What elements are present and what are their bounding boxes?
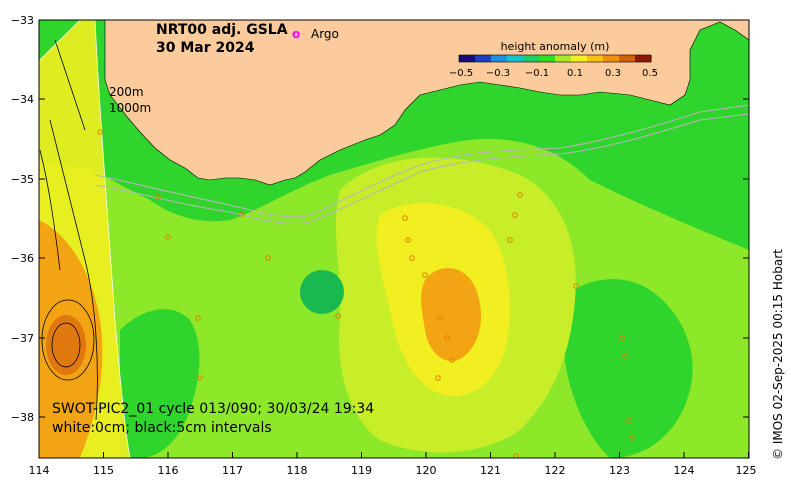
x-tick-label: 114 [29, 464, 50, 477]
x-tick-label: 118 [287, 464, 308, 477]
contour-legend-info: white:0cm; black:5cm intervals [52, 420, 272, 436]
argo-float-marker[interactable] [512, 212, 518, 218]
argo-float-marker[interactable] [335, 313, 341, 319]
depth-label-200m: 200m [109, 85, 144, 99]
argo-float-marker[interactable] [165, 234, 171, 240]
argo-float-marker[interactable] [622, 353, 628, 359]
colorbar-swatch [635, 55, 652, 62]
colorbar-swatch [459, 55, 476, 62]
argo-legend-label: Argo [311, 27, 339, 41]
colorbar-swatch [571, 55, 588, 62]
x-tick-label: 120 [416, 464, 437, 477]
colorbar-swatch [507, 55, 524, 62]
argo-float-marker[interactable] [239, 211, 245, 217]
colorbar-title: height anomaly (m) [501, 40, 610, 53]
low-anomaly-eddy [300, 270, 344, 314]
x-tick-label: 119 [351, 464, 372, 477]
x-tick-label: 121 [480, 464, 501, 477]
argo-float-marker[interactable] [517, 192, 523, 198]
argo-float-marker[interactable] [629, 435, 635, 441]
x-tick-label: 116 [158, 464, 179, 477]
white-contours [39, 20, 131, 458]
colorbar: height anomaly (m) −0.5 −0.3 −0.1 0.1 0.… [449, 40, 658, 79]
colorbar-tick: 0.3 [605, 68, 621, 79]
x-tick-label: 117 [222, 464, 243, 477]
argo-float-marker[interactable] [197, 375, 203, 381]
x-tick-label: 115 [93, 464, 114, 477]
argo-float-marker[interactable] [409, 255, 415, 261]
colorbar-tick: 0.1 [567, 68, 583, 79]
y-tick-label: −34 [11, 93, 34, 106]
depth-label-1000m: 1000m [109, 101, 151, 115]
argo-float-marker[interactable] [195, 315, 201, 321]
map-title-product: NRT00 adj. GSLA [156, 22, 288, 38]
argo-float-marker[interactable] [437, 315, 443, 321]
plot-frame [38, 19, 750, 459]
argo-float-marker[interactable] [155, 194, 161, 200]
colorbar-swatch [475, 55, 492, 62]
map-title-date: 30 Mar 2024 [156, 40, 255, 56]
bathymetry-lines [94, 104, 749, 225]
x-tick-label: 123 [609, 464, 630, 477]
orange-anomaly-core [421, 268, 482, 362]
y-tick-label: −33 [11, 14, 34, 27]
map-plot-area [39, 20, 749, 458]
colorbar-swatch [539, 55, 556, 62]
colorbar-swatch [619, 55, 636, 62]
y-axis: −33 −34 −35 −36 −37 −38 [11, 14, 749, 424]
colorbar-tick: −0.3 [486, 68, 510, 79]
colorbar-swatch [587, 55, 604, 62]
argo-float-marker[interactable] [573, 283, 579, 289]
colorbar-tick: 0.5 [642, 68, 658, 79]
argo-float-marker[interactable] [449, 357, 455, 363]
argo-float-marker[interactable] [422, 272, 428, 278]
argo-float-marker[interactable] [507, 237, 513, 243]
x-axis: 114 115 116 117 118 119 120 121 122 123 … [29, 452, 757, 477]
colorbar-swatch [555, 55, 572, 62]
imos-credit: © IMOS 02-Sep-2025 00:15 Hobart [771, 249, 785, 460]
black-contours [39, 39, 98, 421]
argo-float-marker[interactable] [619, 335, 625, 341]
colorbar-tick: −0.5 [449, 68, 473, 79]
argo-float-marker[interactable] [444, 335, 450, 341]
y-tick-label: −38 [11, 411, 34, 424]
swot-pass-info: SWOT-PIC2_01 cycle 013/090; 30/03/24 19:… [52, 401, 374, 417]
argo-float-marker[interactable] [265, 255, 271, 261]
argo-float-marker[interactable] [405, 237, 411, 243]
green-patch-east [560, 279, 693, 458]
y-tick-label: −35 [11, 173, 34, 186]
green-patch-south [120, 309, 200, 458]
colorbar-swatches [459, 55, 652, 62]
argo-float-marker[interactable] [435, 375, 441, 381]
argo-float-marker[interactable] [626, 417, 632, 423]
argo-float-marker[interactable] [402, 215, 408, 221]
y-tick-label: −37 [11, 332, 34, 345]
colorbar-frame [458, 54, 652, 63]
colorbar-swatch [603, 55, 620, 62]
colorbar-tick: −0.1 [525, 68, 549, 79]
x-tick-label: 125 [736, 464, 757, 477]
argo-floats [97, 129, 635, 459]
x-tick-label: 124 [674, 464, 695, 477]
y-tick-label: −36 [11, 252, 34, 265]
colorbar-swatch [523, 55, 540, 62]
colorbar-swatch [491, 55, 508, 62]
argo-float-marker[interactable] [97, 129, 103, 135]
argo-legend-symbol: o [292, 27, 300, 41]
x-tick-label: 122 [545, 464, 566, 477]
argo-float-marker[interactable] [513, 453, 519, 459]
